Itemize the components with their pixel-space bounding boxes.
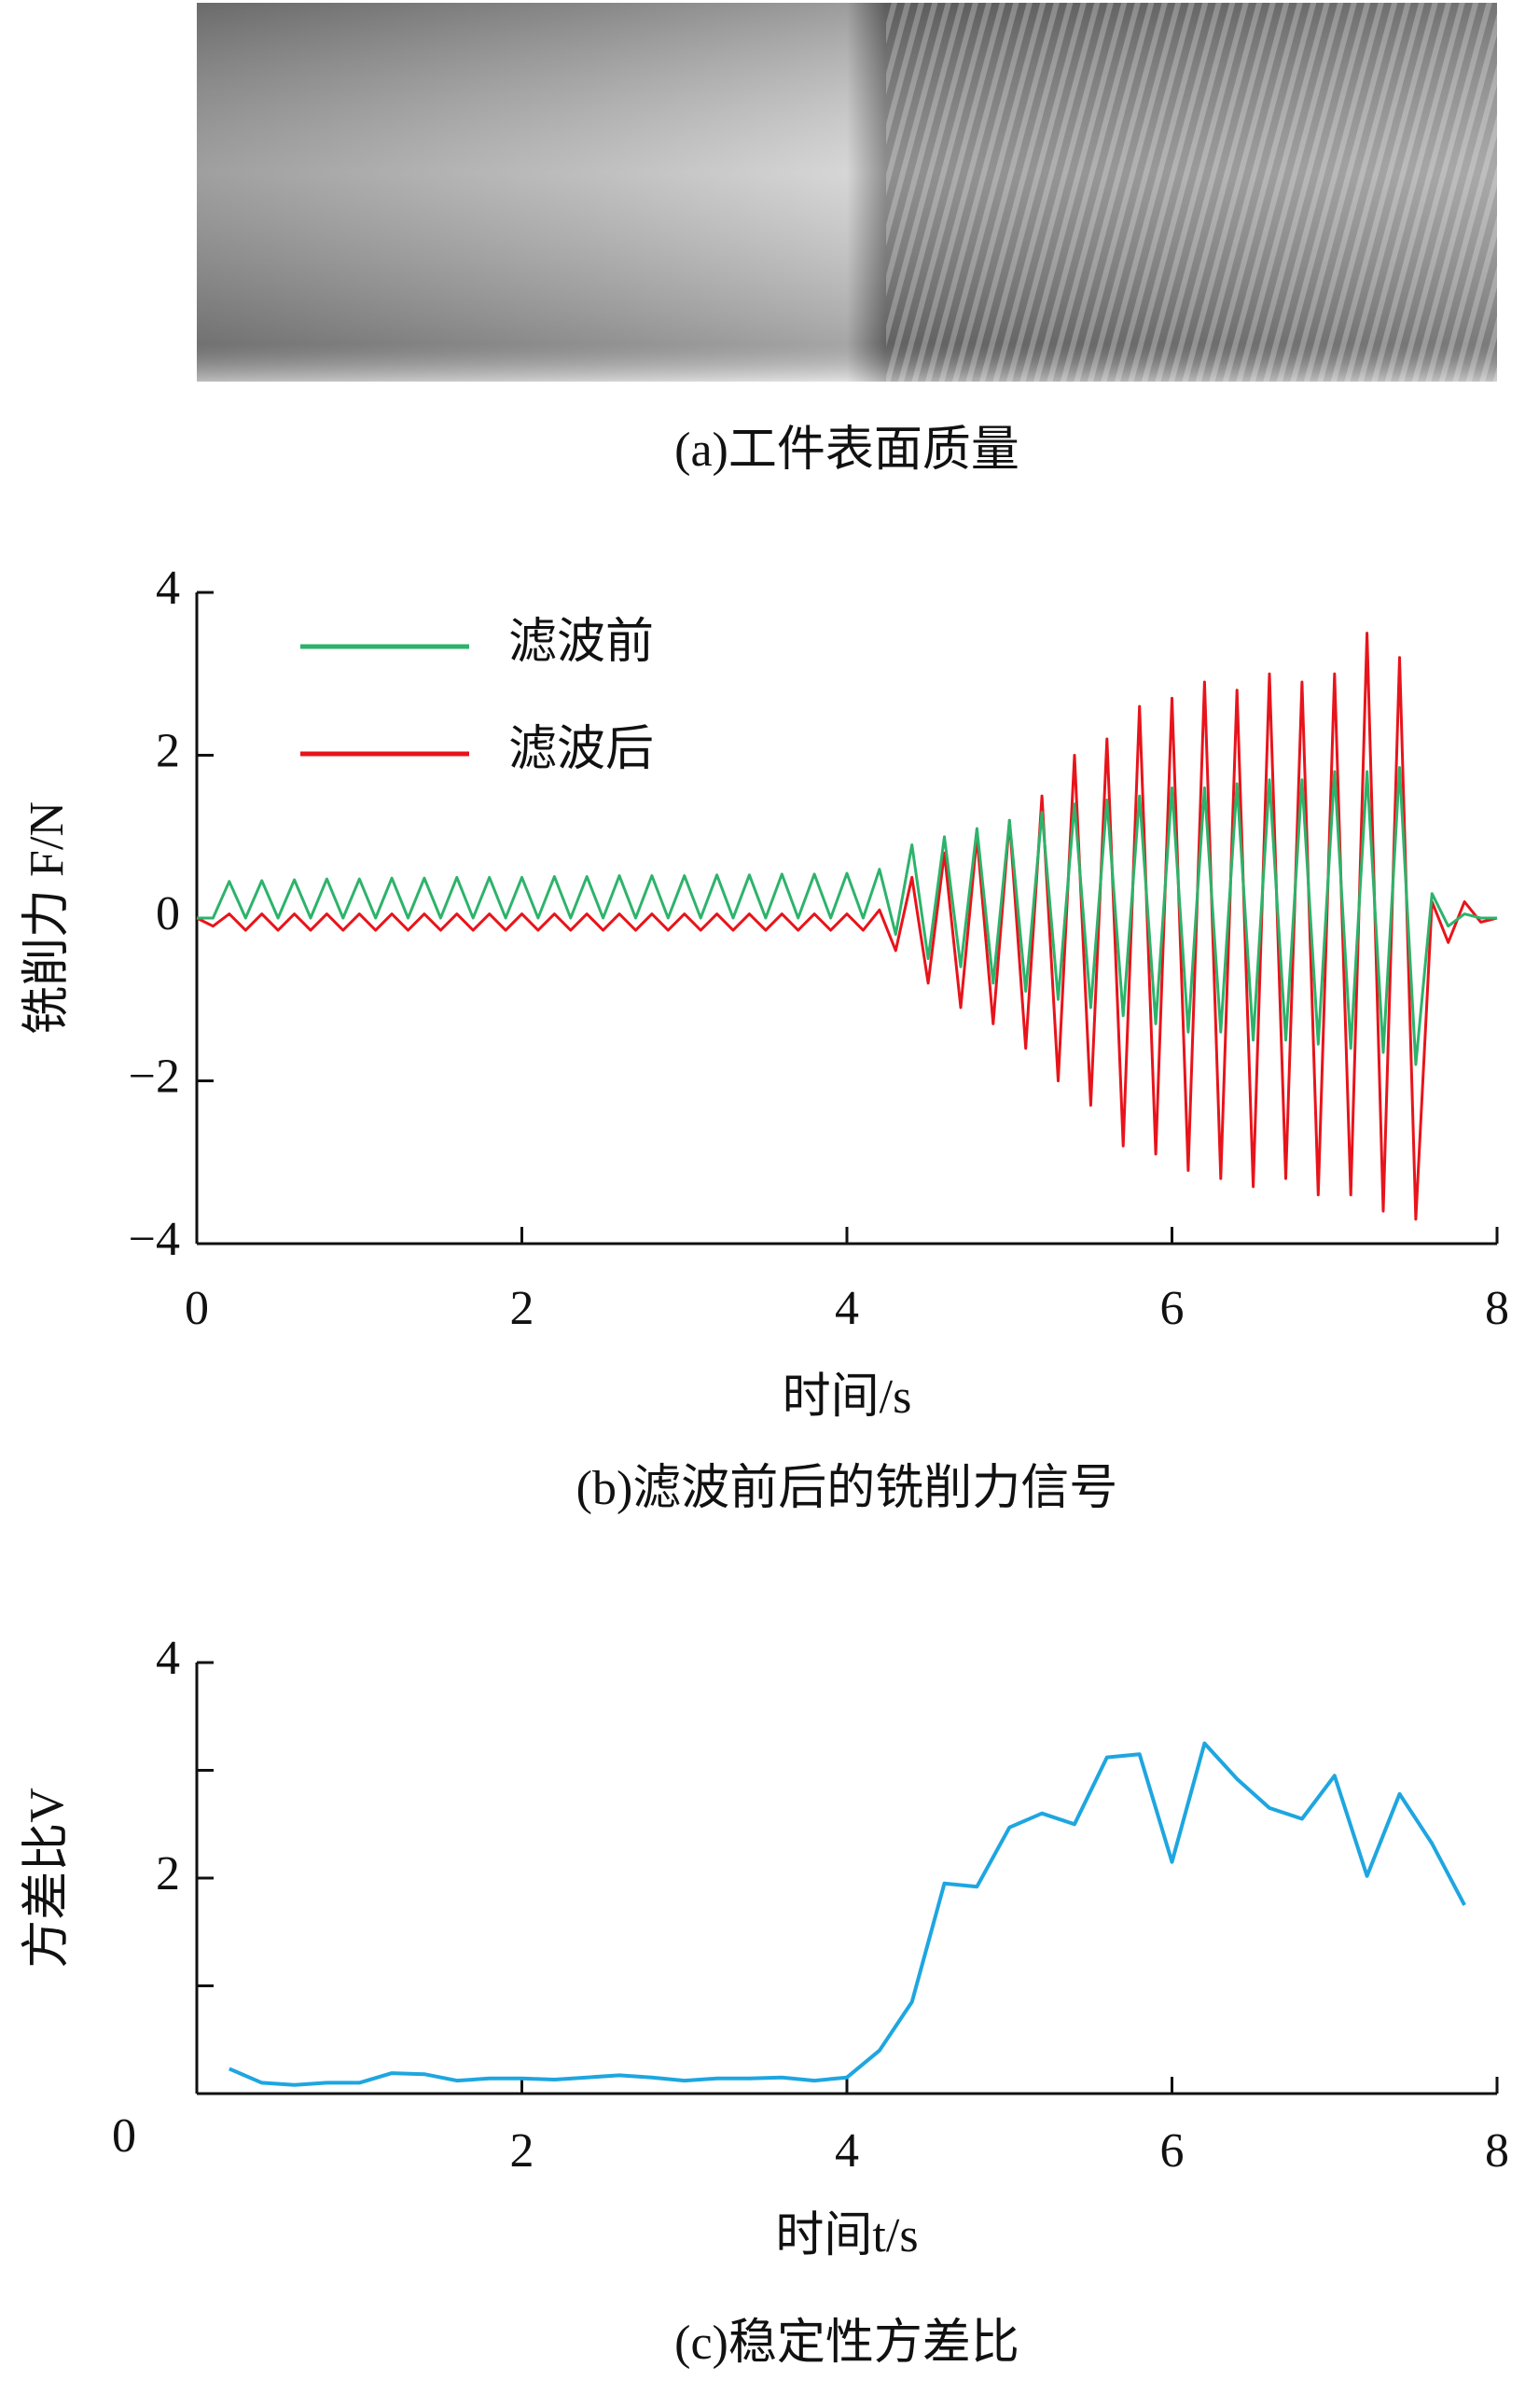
y-tick-label: 4 [156,1632,180,1685]
surface-photo [197,3,1497,382]
series-line [196,632,1498,1221]
image-caption: (a)工件表面质量 [674,424,1019,477]
x-axis-label: 时间t/s [775,2209,918,2262]
series-line [229,1741,1466,2087]
y-tick-label: −4 [129,1213,180,1266]
legend-label: 滤波前 [508,616,654,669]
x-tick-label: 0 [185,1282,209,1335]
y-tick-label: −2 [129,1050,180,1103]
x-tick-label: 2 [510,2124,534,2178]
x-tick-label: 6 [1160,2124,1185,2178]
y-axis-label: 铣削力 F/N [21,801,74,1035]
x-tick-label: 4 [835,2124,859,2178]
y-tick-label: 2 [156,1847,180,1900]
y-tick-label: 0 [112,2109,136,2163]
x-axis-label: 时间/s [783,1371,912,1424]
y-axis-label: 方差比V [21,1788,74,1969]
x-tick-label: 8 [1485,2124,1509,2178]
x-tick-label: 6 [1160,1282,1185,1335]
series-line [197,766,1497,1066]
x-tick-label: 2 [510,1282,534,1335]
x-tick-label: 4 [835,1282,859,1335]
y-tick-label: 0 [156,887,180,940]
y-tick-label: 4 [156,562,180,615]
legend-label: 滤波后 [508,723,654,776]
caption: (b)滤波前后的铣削力信号 [576,1462,1118,1515]
caption: (c)稳定性方差比 [674,2317,1019,2370]
y-tick-label: 2 [156,724,180,777]
x-tick-label: 8 [1485,1282,1509,1335]
